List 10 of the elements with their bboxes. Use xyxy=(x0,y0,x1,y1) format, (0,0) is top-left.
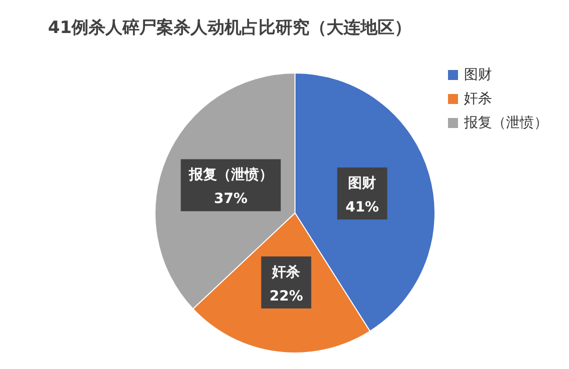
legend-label: 图财 xyxy=(464,66,492,84)
data-label: 37% xyxy=(214,191,248,208)
chart-title: 41例杀人碎尸案杀人动机占比研究（大连地区） xyxy=(48,17,412,39)
slice-label: 奸杀 xyxy=(271,264,300,280)
legend-label: 奸杀 xyxy=(464,90,492,108)
data-label: 41% xyxy=(345,199,379,216)
slice-label: 报复（泄愤） xyxy=(188,167,273,184)
data-label: 22% xyxy=(269,288,303,304)
legend-label: 报复（泄愤） xyxy=(464,114,548,132)
slice-label: 图财 xyxy=(348,175,376,192)
